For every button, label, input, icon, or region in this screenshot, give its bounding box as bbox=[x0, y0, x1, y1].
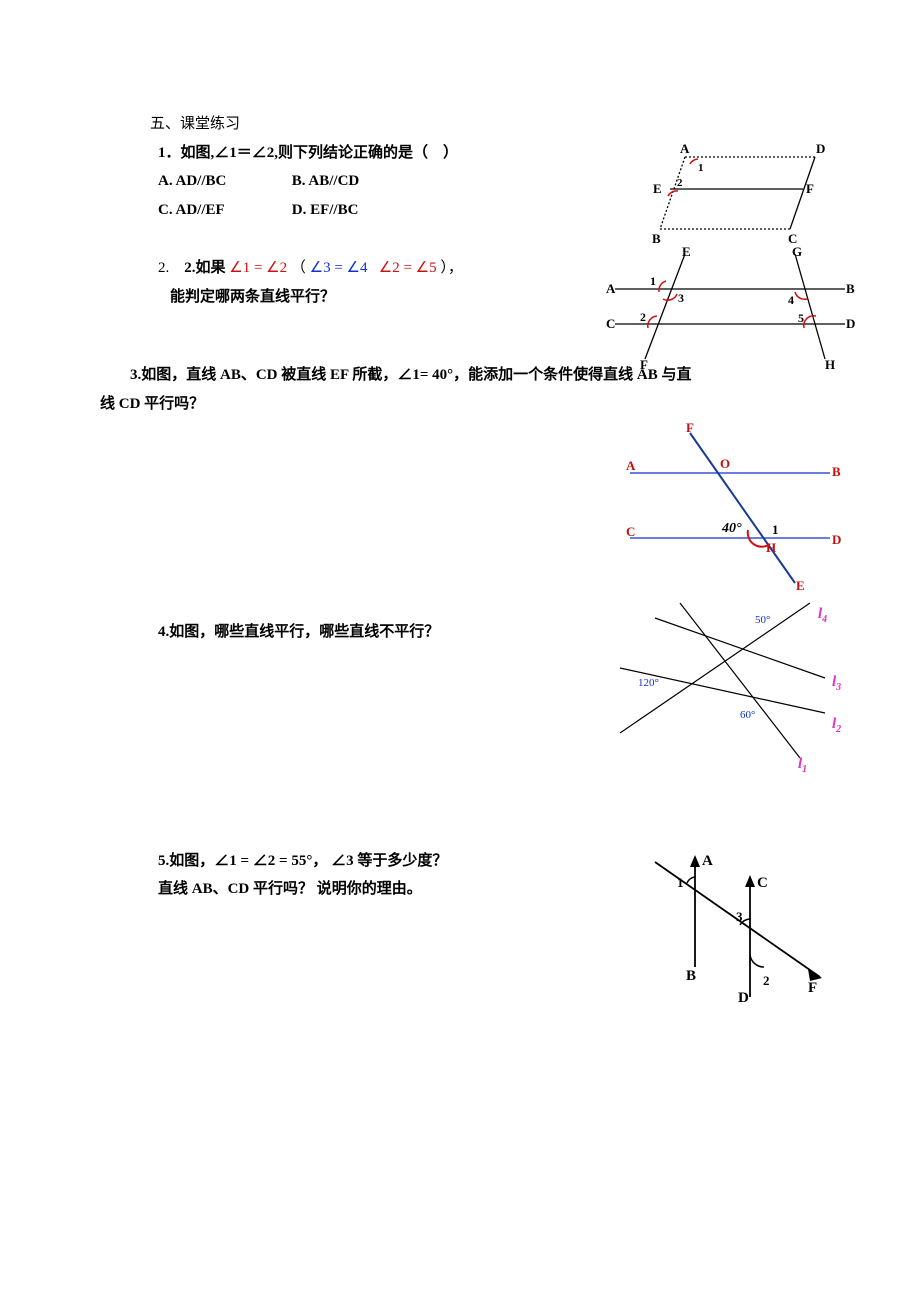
q2-paren-close: ）， bbox=[440, 260, 463, 276]
q2-prefix2: 2.如果 bbox=[184, 260, 225, 276]
svg-text:B: B bbox=[686, 968, 696, 984]
svg-text:G: G bbox=[792, 244, 802, 259]
svg-text:2: 2 bbox=[763, 973, 770, 988]
svg-text:D: D bbox=[832, 532, 841, 547]
svg-text:3: 3 bbox=[736, 909, 743, 924]
svg-text:D: D bbox=[816, 141, 825, 156]
svg-text:60°: 60° bbox=[740, 709, 755, 721]
svg-text:40°: 40° bbox=[721, 521, 742, 536]
svg-text:H: H bbox=[825, 357, 835, 372]
svg-text:l3: l3 bbox=[832, 674, 841, 693]
svg-text:2: 2 bbox=[640, 310, 646, 324]
question-5: 5.如图，∠1 = ∠2 = 55°， ∠3 等于多少度？ 直线 AB、CD 平… bbox=[150, 847, 800, 904]
question-2: 2. 2.如果 ∠1 = ∠2 （ ∠3 = ∠4 ∠2 = ∠5 ）， 能判定… bbox=[150, 254, 800, 311]
svg-text:C: C bbox=[606, 316, 615, 331]
svg-text:C: C bbox=[626, 524, 635, 539]
svg-text:B: B bbox=[832, 464, 841, 479]
svg-text:B: B bbox=[846, 281, 855, 296]
q2-figure: A B C D E G F H 1 2 3 4 5 bbox=[600, 244, 860, 374]
svg-text:5: 5 bbox=[798, 311, 804, 325]
svg-text:A: A bbox=[680, 141, 690, 156]
svg-text:1: 1 bbox=[772, 522, 779, 537]
svg-text:50°: 50° bbox=[755, 614, 770, 626]
q1-opt-d: D. EF//BC bbox=[292, 196, 422, 225]
svg-text:120°: 120° bbox=[638, 677, 659, 689]
q5-figure: A C B D F 1 3 2 bbox=[640, 847, 830, 1007]
q4-figure: 50° 60° 120° l1 l2 l3 l4 bbox=[600, 598, 860, 778]
q2-paren-open: （ bbox=[291, 260, 306, 276]
q2-prefix: 2. bbox=[158, 260, 169, 276]
svg-text:2: 2 bbox=[677, 177, 683, 189]
svg-text:E: E bbox=[682, 244, 691, 259]
q3-line2: 线 CD 平行吗？ bbox=[100, 390, 800, 419]
svg-text:F: F bbox=[808, 980, 817, 996]
svg-text:1: 1 bbox=[650, 274, 656, 288]
svg-text:O: O bbox=[720, 456, 730, 471]
q1-prompt-b: ） bbox=[443, 145, 458, 161]
svg-text:l1: l1 bbox=[798, 756, 807, 775]
svg-text:A: A bbox=[702, 853, 713, 869]
svg-text:l4: l4 bbox=[818, 606, 827, 625]
svg-text:A: A bbox=[606, 281, 616, 296]
svg-text:E: E bbox=[653, 181, 662, 196]
section-title: 五、课堂练习 bbox=[150, 110, 800, 139]
svg-text:C: C bbox=[757, 875, 768, 891]
document-page: 五、课堂练习 1．如图,∠1＝∠2,则下列结论正确的是（ ） A. AD//BC… bbox=[0, 0, 920, 1004]
svg-text:A: A bbox=[626, 458, 636, 473]
question-1: 1．如图,∠1＝∠2,则下列结论正确的是（ ） A. AD//BC B. AB/… bbox=[150, 139, 800, 225]
q1-prompt-a: 1．如图,∠1＝∠2,则下列结论正确的是（ bbox=[158, 145, 428, 161]
q1-opt-b: B. AB//CD bbox=[292, 167, 422, 196]
svg-text:1: 1 bbox=[698, 162, 704, 174]
q1-figure: A D E F B C 1 2 bbox=[640, 139, 840, 249]
q1-opt-a: A. AD//BC bbox=[158, 167, 288, 196]
svg-text:4: 4 bbox=[788, 293, 794, 307]
svg-text:D: D bbox=[738, 990, 749, 1006]
q2-cond2: ∠3 = ∠4 bbox=[310, 260, 368, 276]
svg-text:E: E bbox=[796, 578, 805, 593]
q1-opt-c: C. AD//EF bbox=[158, 196, 288, 225]
svg-text:F: F bbox=[640, 357, 648, 372]
q2-cond3: ∠2 = ∠5 bbox=[379, 260, 437, 276]
q2-cond1: ∠1 = ∠2 bbox=[229, 260, 287, 276]
svg-text:1: 1 bbox=[677, 875, 684, 890]
svg-text:l2: l2 bbox=[832, 716, 841, 735]
question-4: 4.如图，哪些直线平行，哪些直线不平行？ 50° 60° 120° l1 l2 … bbox=[150, 618, 800, 647]
q3-figure: F A B C D E O H 40° 1 bbox=[620, 418, 850, 598]
svg-text:F: F bbox=[806, 181, 814, 196]
svg-text:3: 3 bbox=[678, 291, 684, 305]
svg-text:F: F bbox=[686, 420, 694, 435]
svg-text:D: D bbox=[846, 316, 855, 331]
svg-text:H: H bbox=[766, 540, 776, 555]
